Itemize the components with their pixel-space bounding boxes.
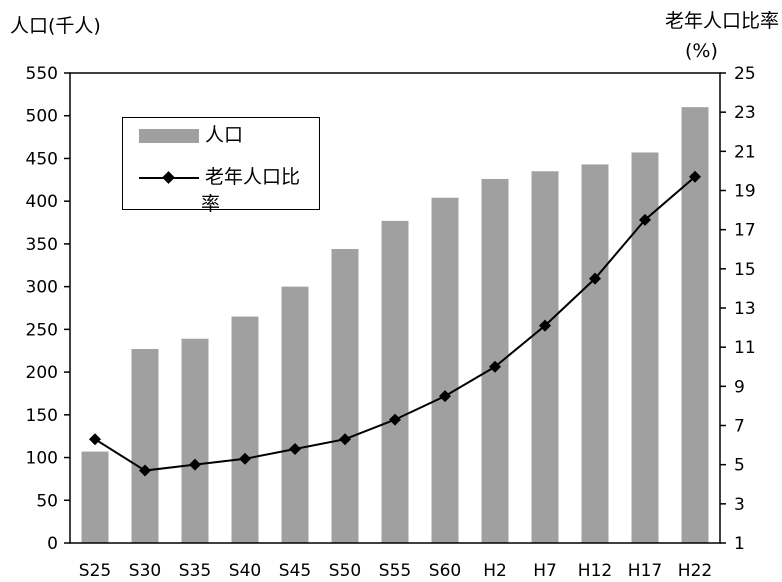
x-tick-label: H12	[578, 561, 612, 581]
bar-S60	[431, 197, 459, 543]
bar-S50	[331, 249, 359, 543]
line-point-H7	[539, 319, 551, 332]
legend-line-label: 老年人口比	[205, 166, 301, 188]
bar-S55	[381, 220, 409, 543]
bar-S25	[81, 451, 109, 543]
right-tick-label: 9	[734, 377, 745, 397]
right-tick-label: 17	[734, 221, 756, 241]
bar-S30	[131, 349, 159, 543]
right-tick-label: 13	[734, 299, 756, 319]
legend-bar-label: 人口	[205, 124, 244, 146]
legend-line-label-2: 率	[201, 193, 221, 215]
x-tick-label: S60	[429, 561, 461, 581]
x-tick-label: H2	[483, 561, 507, 581]
right-tick-label: 11	[734, 338, 756, 358]
x-axis-ticks: S25 S30 S35 S40 S45 S50 S55 S60 H2 H7 H12 H17 H22	[79, 561, 712, 581]
line-point-H22	[689, 170, 701, 183]
right-tick-label: 21	[734, 142, 756, 162]
left-tick-label: 150	[26, 406, 58, 426]
line-point-S60	[439, 390, 451, 403]
right-tick-label: 3	[734, 495, 745, 515]
line-point-S35	[189, 458, 201, 471]
x-tick-label: H22	[678, 561, 712, 581]
x-tick-label: H17	[628, 561, 662, 581]
right-tick-label: 1	[734, 534, 745, 554]
right-tick-label: 23	[734, 103, 756, 123]
x-tick-label: S40	[229, 561, 261, 581]
right-axis-label: 老年人口比率	[664, 10, 779, 32]
left-tick-label: 50	[36, 491, 58, 511]
left-tick-label: 200	[26, 363, 58, 383]
line-point-S25	[89, 433, 101, 446]
left-tick-label: 300	[26, 278, 58, 298]
left-tick-label: 250	[26, 320, 58, 340]
left-tick-label: 550	[26, 64, 58, 84]
left-tick-label: 450	[26, 149, 58, 169]
line-point-H17	[639, 213, 651, 226]
legend-bar-swatch	[139, 129, 199, 143]
left-tick-label: 100	[26, 449, 58, 469]
x-tick-label: H7	[533, 561, 557, 581]
legend: 人口 老年人口比 率	[122, 117, 320, 214]
line-point-S55	[389, 413, 401, 426]
line-point-H12	[589, 272, 601, 285]
right-tick-label: 5	[734, 456, 745, 476]
legend-diamond-icon	[162, 171, 175, 184]
left-axis-ticks: 0 50 100 150 200 250 300 350 400 450 500 550	[26, 64, 70, 554]
bar-H7	[531, 171, 559, 544]
left-tick-label: 500	[26, 107, 58, 127]
x-tick-label: S30	[129, 561, 161, 581]
line-point-S45	[289, 443, 301, 455]
right-tick-label: 25	[734, 64, 756, 84]
left-tick-label: 0	[47, 534, 58, 554]
x-tick-label: S35	[179, 561, 211, 581]
right-tick-label: 19	[734, 182, 756, 202]
left-tick-label: 350	[26, 235, 58, 255]
x-tick-label: S55	[379, 561, 411, 581]
bars-group	[81, 107, 709, 544]
x-tick-label: S25	[79, 561, 111, 581]
bar-H12	[581, 164, 609, 543]
right-axis-unit: (%)	[685, 40, 718, 62]
x-tick-label: S45	[279, 561, 311, 581]
left-axis-label: 人口(千人)	[10, 15, 101, 37]
left-tick-label: 400	[26, 192, 58, 212]
line-point-S40	[239, 452, 251, 465]
line-point-S50	[339, 433, 351, 446]
x-tick-label: S50	[329, 561, 361, 581]
bar-S40	[231, 316, 259, 543]
line-point-S30	[139, 464, 151, 477]
bar-S35	[181, 338, 209, 543]
right-tick-label: 7	[734, 417, 745, 437]
bar-S45	[281, 286, 309, 543]
right-tick-label: 15	[734, 260, 756, 280]
line-point-H2	[489, 360, 501, 373]
line-series-group	[89, 170, 701, 477]
